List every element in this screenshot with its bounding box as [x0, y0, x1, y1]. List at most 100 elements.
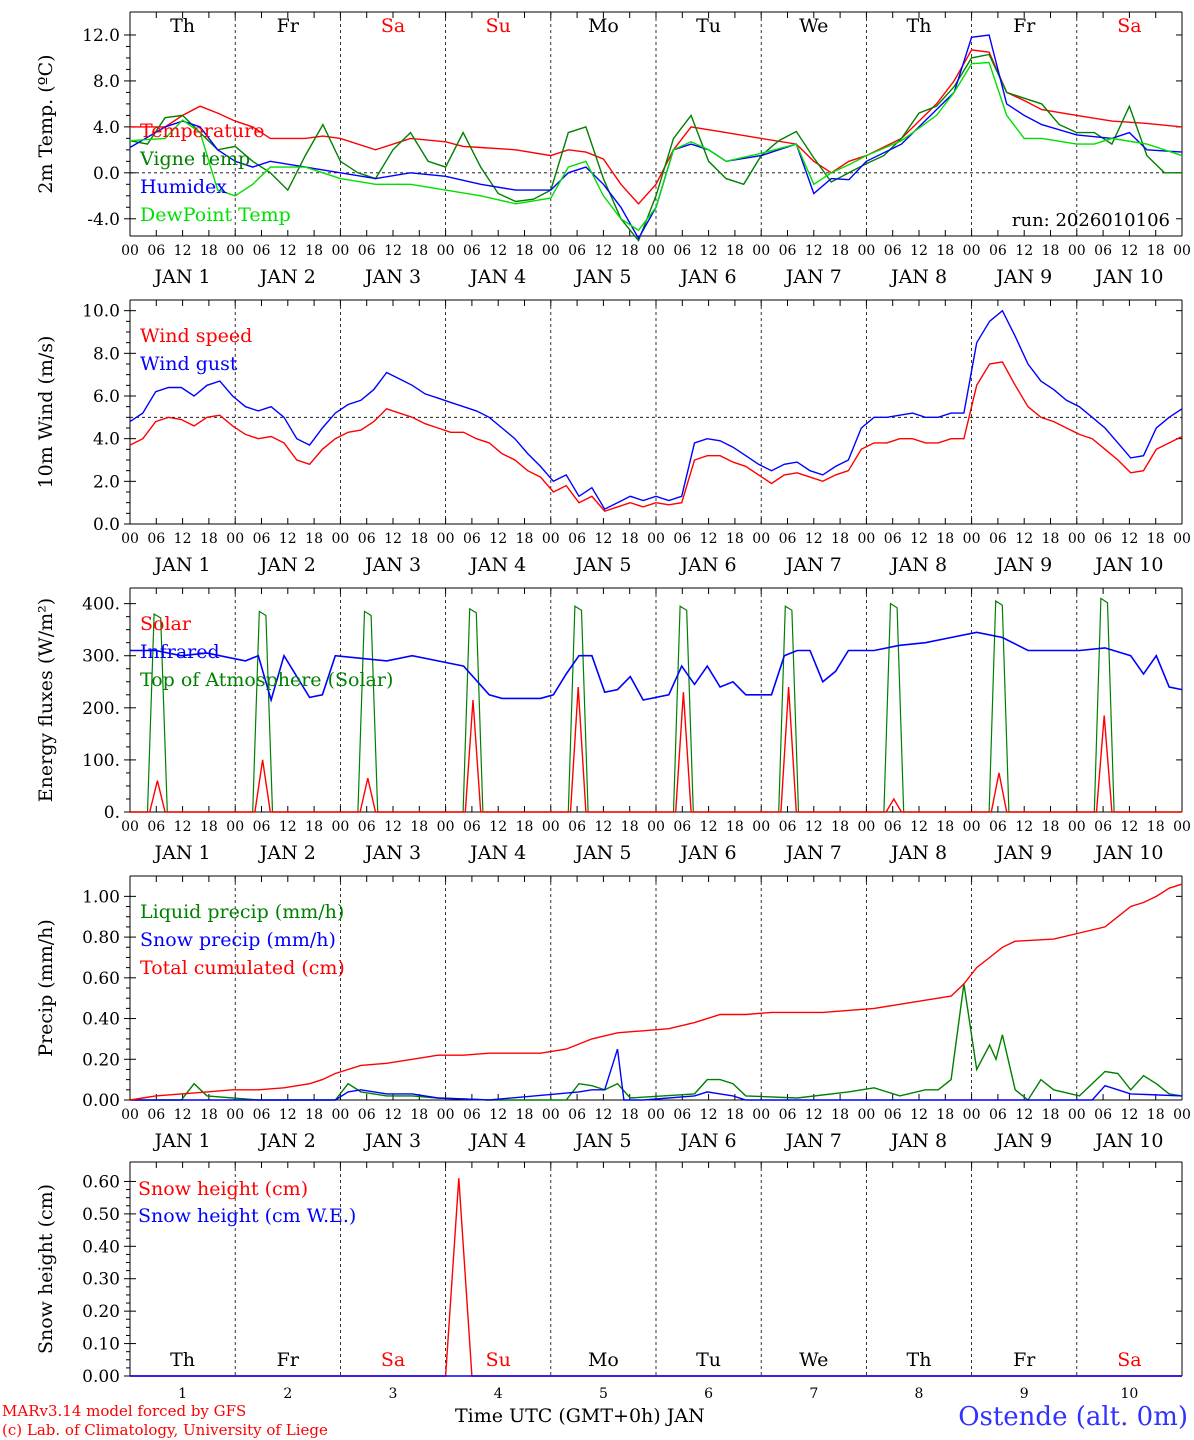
x-hour-label: 00 [963, 531, 981, 547]
legend-entry: Infrared [140, 641, 220, 663]
x-date-label: JAN 6 [679, 554, 737, 576]
x-hour-label: 12 [384, 1107, 402, 1123]
x-hour-label: 12 [489, 1107, 507, 1123]
y-axis-label: 2m Temp. (ºC) [35, 54, 57, 193]
legend-entry: Wind speed [140, 325, 252, 347]
x-hour-label: 18 [516, 531, 534, 547]
x-hour-label: 12 [174, 1107, 192, 1123]
y-tick-label: 6.0 [93, 387, 120, 407]
x-axis-title: Time UTC (GMT+0h) JAN [455, 1405, 705, 1427]
lab-credit: (c) Lab. of Climatology, University of L… [2, 1421, 328, 1439]
x-hour-label: 18 [1147, 819, 1165, 835]
x-date-label: JAN 5 [573, 842, 631, 864]
x-day-number: 1 [178, 1386, 187, 1402]
x-hour-label: 06 [989, 819, 1007, 835]
x-hour-label: 12 [1120, 1107, 1138, 1123]
x-hour-label: 06 [463, 243, 481, 259]
y-tick-label: 0.00 [82, 1367, 120, 1387]
x-day-number: 3 [389, 1386, 398, 1402]
x-date-label: JAN 8 [889, 554, 947, 576]
x-hour-label: 06 [147, 819, 165, 835]
day-of-week-label: Su [486, 1349, 511, 1371]
x-hour-label: 06 [884, 243, 902, 259]
day-of-week-label: Su [486, 15, 511, 37]
legend-entry: Temperature [140, 120, 264, 142]
x-hour-label: 12 [1120, 243, 1138, 259]
y-tick-label: 0.40 [82, 1010, 120, 1030]
run-annotation: run: 2026010106 [1012, 210, 1170, 231]
x-hour-label: 18 [410, 243, 428, 259]
x-hour-label: 12 [700, 1107, 718, 1123]
day-of-week-label: We [799, 1349, 828, 1371]
x-hour-label: 12 [594, 819, 612, 835]
x-hour-label: 12 [910, 819, 928, 835]
x-hour-label: 00 [1173, 531, 1191, 547]
x-hour-label: 12 [174, 531, 192, 547]
y-tick-label: 2.0 [93, 472, 120, 492]
x-date-label: JAN 5 [573, 1130, 631, 1152]
x-date-label: JAN 6 [679, 842, 737, 864]
x-day-number: 5 [599, 1386, 608, 1402]
x-hour-label: 18 [726, 1107, 744, 1123]
x-hour-label: 12 [384, 819, 402, 835]
x-hour-label: 00 [647, 243, 665, 259]
x-date-label: JAN 3 [363, 266, 421, 288]
day-of-week-label: Th [170, 1349, 195, 1371]
x-hour-label: 12 [594, 243, 612, 259]
x-hour-label: 06 [358, 531, 376, 547]
legend-entry: DewPoint Temp [140, 204, 291, 226]
x-hour-label: 12 [489, 819, 507, 835]
x-hour-label: 18 [305, 819, 323, 835]
vigne-temp-line [129, 53, 1182, 242]
x-day-number: 7 [809, 1386, 818, 1402]
x-hour-label: 18 [410, 531, 428, 547]
x-hour-label: 06 [673, 819, 691, 835]
x-hour-label: 06 [989, 243, 1007, 259]
legend-entry: Snow height (cm W.E.) [138, 1205, 356, 1227]
x-day-number: 9 [1020, 1386, 1029, 1402]
x-date-label: JAN 1 [153, 554, 211, 576]
y-tick-label: 0.50 [82, 1205, 120, 1225]
x-hour-label: 12 [700, 531, 718, 547]
x-hour-label: 06 [1094, 819, 1112, 835]
x-hour-label: 00 [857, 243, 875, 259]
day-of-week-label: Th [907, 1349, 932, 1371]
x-hour-label: 06 [1094, 1107, 1112, 1123]
y-tick-label: 0.80 [82, 928, 120, 948]
x-hour-label: 18 [936, 243, 954, 259]
x-hour-label: 12 [384, 531, 402, 547]
x-hour-label: 06 [1094, 531, 1112, 547]
x-date-label: JAN 1 [153, 842, 211, 864]
day-of-week-label: Fr [277, 15, 300, 37]
x-hour-label: 00 [437, 531, 455, 547]
day-of-week-label: Mo [588, 15, 619, 37]
x-hour-label: 18 [1147, 531, 1165, 547]
legend-entry: Liquid precip (mm/h) [140, 901, 344, 923]
x-hour-label: 06 [253, 531, 271, 547]
y-tick-label: 0. [104, 803, 120, 823]
x-hour-label: 00 [857, 531, 875, 547]
day-of-week-label: Fr [277, 1349, 300, 1371]
x-date-label: JAN 6 [679, 266, 737, 288]
x-hour-label: 12 [174, 819, 192, 835]
day-of-week-label: Sa [381, 15, 405, 37]
x-hour-label: 12 [174, 243, 192, 259]
x-hour-label: 18 [831, 1107, 849, 1123]
y-axis-label: Precip (mm/h) [35, 919, 57, 1057]
x-date-label: JAN 10 [1093, 266, 1163, 288]
x-hour-label: 12 [489, 243, 507, 259]
y-tick-label: 0.30 [82, 1270, 120, 1290]
x-hour-label: 00 [437, 819, 455, 835]
x-hour-label: 18 [621, 1107, 639, 1123]
x-hour-label: 06 [147, 1107, 165, 1123]
infrared-line [130, 631, 1183, 703]
day-of-week-label: Th [170, 15, 195, 37]
y-tick-label: 200. [82, 699, 120, 719]
x-hour-label: 12 [1015, 819, 1033, 835]
x-hour-label: 06 [884, 819, 902, 835]
x-hour-label: 12 [594, 531, 612, 547]
y-tick-label: 0.0 [93, 164, 120, 184]
x-date-label: JAN 5 [573, 266, 631, 288]
day-of-week-label: Fr [1013, 15, 1036, 37]
